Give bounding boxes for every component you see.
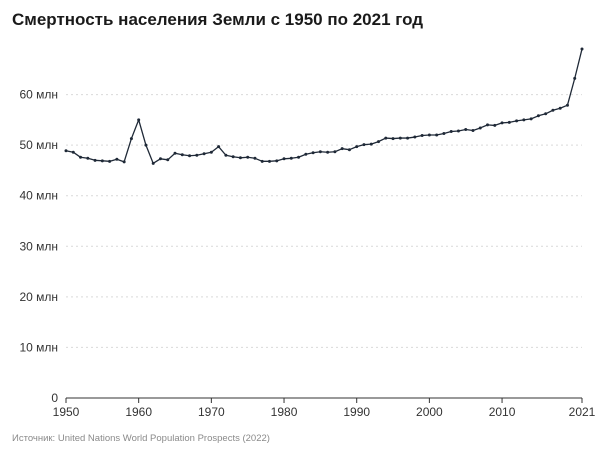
data-point-1984 xyxy=(311,151,315,155)
data-point-1961 xyxy=(144,143,148,147)
data-point-2006 xyxy=(471,128,475,132)
data-point-1981 xyxy=(289,156,293,160)
data-point-2011 xyxy=(507,120,511,124)
data-point-2018 xyxy=(558,106,562,110)
data-point-1978 xyxy=(267,159,271,163)
data-point-2001 xyxy=(435,133,439,137)
data-point-1991 xyxy=(362,143,366,147)
y-tick-label-1: 10 млн xyxy=(19,340,58,354)
data-point-1982 xyxy=(297,155,301,159)
data-point-2013 xyxy=(522,118,526,122)
y-tick-label-4: 40 млн xyxy=(19,189,58,203)
data-point-2010 xyxy=(500,121,504,125)
data-point-1987 xyxy=(333,150,337,154)
data-point-2008 xyxy=(486,123,490,127)
x-tick-label-0: 1950 xyxy=(53,405,80,419)
data-point-1968 xyxy=(195,153,199,157)
data-point-1973 xyxy=(231,155,235,159)
data-point-1966 xyxy=(180,153,184,157)
data-point-1980 xyxy=(282,157,286,161)
y-tick-label-6: 60 млн xyxy=(19,88,58,102)
data-point-2000 xyxy=(427,133,431,137)
data-point-2005 xyxy=(464,127,468,131)
x-tick-label-2: 1970 xyxy=(198,405,225,419)
x-tick-label-3: 1980 xyxy=(271,405,298,419)
data-point-1998 xyxy=(413,135,417,139)
data-point-1971 xyxy=(217,145,221,149)
data-point-1953 xyxy=(86,156,90,160)
data-point-2015 xyxy=(536,114,540,118)
data-point-1964 xyxy=(166,158,170,162)
x-tick-label-5: 2000 xyxy=(416,405,443,419)
data-point-1977 xyxy=(260,159,264,163)
chart-title: Смертность населения Земли с 1950 по 202… xyxy=(12,10,424,29)
data-point-1965 xyxy=(173,151,177,155)
data-point-1979 xyxy=(275,159,279,163)
data-point-1951 xyxy=(71,150,75,154)
data-point-1974 xyxy=(238,156,242,160)
data-point-1970 xyxy=(209,150,213,154)
data-point-1952 xyxy=(79,155,83,159)
data-point-1950 xyxy=(64,149,68,153)
data-point-1993 xyxy=(377,140,381,144)
data-point-1988 xyxy=(340,147,344,151)
data-point-1962 xyxy=(151,161,155,165)
data-point-1994 xyxy=(384,136,388,140)
data-point-1958 xyxy=(122,160,126,164)
y-tick-label-0: 0 xyxy=(51,391,58,405)
x-tick-label-6: 2010 xyxy=(489,405,516,419)
data-point-1992 xyxy=(369,142,373,146)
data-point-2002 xyxy=(442,132,446,136)
data-point-1969 xyxy=(202,152,206,156)
x-tick-label-1: 1960 xyxy=(125,405,152,419)
data-point-2021 xyxy=(580,47,584,51)
data-point-1983 xyxy=(304,152,308,156)
data-point-1986 xyxy=(326,150,330,154)
y-tick-label-3: 30 млн xyxy=(19,239,58,253)
x-tick-labels: 1950 1960 1970 1980 1990 2000 2010 2021 xyxy=(53,405,596,419)
data-point-2004 xyxy=(456,129,460,133)
data-point-2009 xyxy=(493,123,497,127)
data-point-1972 xyxy=(224,153,228,157)
data-point-1975 xyxy=(246,155,250,159)
data-point-1997 xyxy=(406,136,410,140)
data-point-1956 xyxy=(108,159,112,163)
source-note: Источник: United Nations World Populatio… xyxy=(12,433,270,444)
data-point-1995 xyxy=(391,137,395,141)
data-point-2014 xyxy=(529,117,533,121)
data-point-1990 xyxy=(355,145,359,149)
data-point-2003 xyxy=(449,129,453,133)
series xyxy=(64,47,584,165)
axes xyxy=(65,397,583,403)
data-point-1959 xyxy=(129,137,133,141)
data-point-1985 xyxy=(318,150,322,154)
grid-lines xyxy=(66,94,582,348)
data-point-2012 xyxy=(515,119,519,123)
x-tick-label-4: 1990 xyxy=(343,405,370,419)
y-tick-label-5: 50 млн xyxy=(19,138,58,152)
data-point-1967 xyxy=(188,154,192,158)
y-tick-labels: 0 10 млн 20 млн 30 млн 40 млн 50 млн 60 млн xyxy=(19,88,58,405)
data-point-1999 xyxy=(420,134,424,138)
data-point-1954 xyxy=(93,158,97,162)
data-point-1957 xyxy=(115,157,119,161)
data-point-1960 xyxy=(137,118,141,122)
data-point-2017 xyxy=(551,108,555,112)
series-line-0 xyxy=(65,48,583,165)
data-point-2020 xyxy=(573,76,577,80)
data-point-1989 xyxy=(347,148,351,152)
data-point-1963 xyxy=(158,157,162,161)
data-point-1996 xyxy=(398,136,402,140)
data-point-2019 xyxy=(565,103,569,107)
data-point-1976 xyxy=(253,156,257,160)
y-tick-label-2: 20 млн xyxy=(19,290,58,304)
data-point-2016 xyxy=(544,112,548,116)
data-point-2007 xyxy=(478,126,482,130)
data-point-1955 xyxy=(100,159,104,163)
x-tick-label-7: 2021 xyxy=(569,405,596,419)
